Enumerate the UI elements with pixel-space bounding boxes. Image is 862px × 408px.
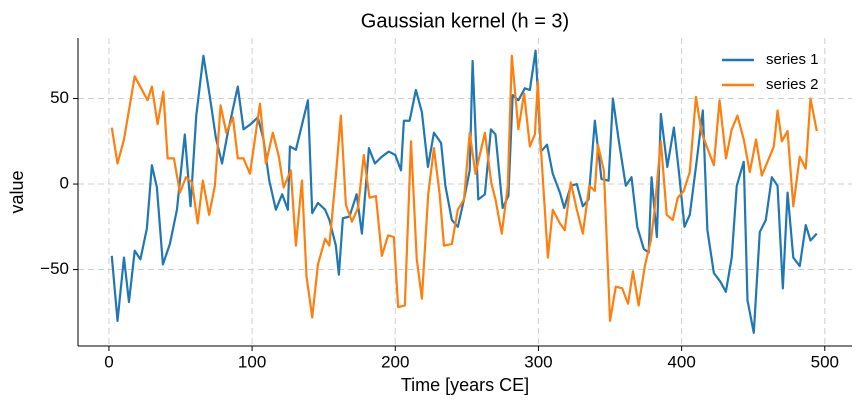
- x-tick-label: 0: [104, 352, 113, 371]
- x-tick-label: 300: [524, 352, 552, 371]
- y-axis-label: value: [7, 170, 27, 213]
- y-tick-label: 0: [60, 174, 69, 193]
- x-tick-label: 500: [811, 352, 839, 371]
- chart-title: Gaussian kernel (h = 3): [361, 10, 569, 32]
- x-tick-label: 400: [667, 352, 695, 371]
- series-line: [110, 54, 818, 322]
- y-tick-label: 50: [50, 88, 69, 107]
- legend-label: series 1: [766, 51, 819, 68]
- y-tick-label: −50: [40, 259, 69, 278]
- x-tick-label: 100: [238, 352, 266, 371]
- legend-label: series 2: [766, 76, 819, 93]
- x-axis-label: Time [years CE]: [401, 375, 529, 395]
- x-tick-label: 200: [381, 352, 409, 371]
